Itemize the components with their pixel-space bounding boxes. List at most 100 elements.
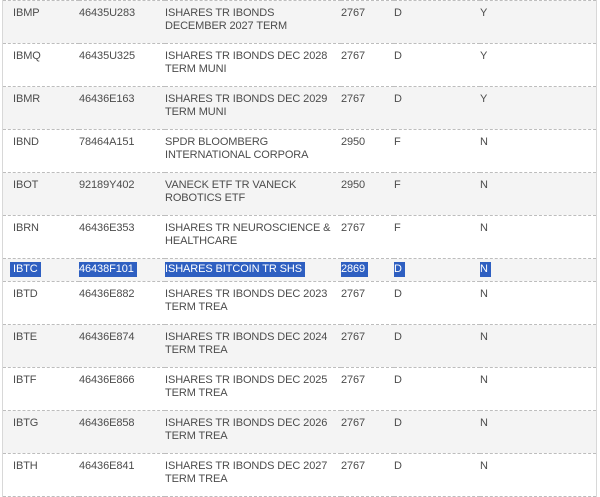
cusip-text: 46436E882 [79, 288, 135, 300]
table-row[interactable]: IBTD 46436E882 ISHARES TR IBONDS DEC 202… [3, 281, 596, 325]
flag-cell: Y [480, 43, 596, 87]
ticker-text: IBRN [13, 222, 39, 234]
ticker-text: IBTD [13, 288, 38, 300]
security-name-line: TERM TREA [165, 473, 228, 485]
flag-cell: Y [480, 86, 596, 130]
code-cell: 2767 [341, 281, 394, 325]
code-text: 2767 [341, 50, 366, 62]
ticker-cell: IBTH [3, 453, 79, 497]
flag-text: N [480, 417, 488, 429]
flag-cell: N [480, 410, 596, 454]
type-text: D [394, 50, 402, 62]
security-name-line: ISHARES TR IBONDS DEC 2023 [165, 288, 328, 300]
cusip-cell: 46435U325 [79, 43, 165, 87]
ticker-cell: IBTF [3, 367, 79, 411]
securities-table-body: IBMP 46435U283 ISHARES TR IBONDS DECEMBER… [3, 0, 596, 497]
table-row[interactable]: IBTF 46436E866 ISHARES TR IBONDS DEC 202… [3, 367, 596, 411]
security-name-line: TERM MUNI [165, 63, 227, 75]
type-text: F [394, 222, 401, 234]
table-row[interactable]: IBTH 46436E841 ISHARES TR IBONDS DEC 202… [3, 453, 596, 497]
flag-cell: N [480, 281, 596, 325]
type-cell: D [394, 43, 480, 87]
code-text: 2767 [341, 222, 366, 234]
code-cell: 2767 [341, 453, 394, 497]
security-name-line: TERM TREA [165, 430, 228, 442]
security-name-line: TERM TREA [165, 344, 228, 356]
table-row[interactable]: IBTE 46436E874 ISHARES TR IBONDS DEC 202… [3, 324, 596, 368]
cusip-cell: 46436E163 [79, 86, 165, 130]
ticker-cell: IBTC [3, 258, 79, 282]
security-name-line: VANECK ETF TR VANECK [165, 179, 297, 191]
code-text: 2767 [341, 288, 366, 300]
cusip-text: 46436E866 [79, 374, 135, 386]
ticker-text: IBND [13, 136, 39, 148]
code-text: 2767 [341, 374, 366, 386]
cusip-text: 46435U325 [79, 50, 135, 62]
cusip-text: 46438F101 [79, 262, 137, 277]
table-row[interactable]: IBND 78464A151 SPDR BLOOMBERG INTERNATION… [3, 129, 596, 173]
code-text: 2950 [341, 136, 366, 148]
security-name-line: TERM TREA [165, 387, 228, 399]
table-row[interactable]: IBRN 46436E353 ISHARES TR NEUROSCIENCE &… [3, 215, 596, 259]
cusip-cell: 46436E882 [79, 281, 165, 325]
cusip-cell: 46435U283 [79, 0, 165, 44]
ticker-text: IBMP [13, 7, 40, 19]
table-row[interactable]: IBMR 46436E163 ISHARES TR IBONDS DEC 202… [3, 86, 596, 130]
code-text: 2767 [341, 7, 366, 19]
type-text: D [394, 417, 402, 429]
security-name-line: ISHARES TR NEUROSCIENCE & [165, 222, 331, 234]
ticker-text: IBOT [13, 179, 39, 191]
flag-text: N [480, 136, 488, 148]
ticker-cell: IBOT [3, 172, 79, 216]
security-name-line: ISHARES TR IBONDS DEC 2026 [165, 417, 328, 429]
table-row[interactable]: IBTG 46436E858 ISHARES TR IBONDS DEC 202… [3, 410, 596, 454]
security-name-line: INTERNATIONAL CORPORA [165, 149, 309, 161]
flag-text: Y [480, 7, 488, 19]
table-row[interactable]: IBMQ 46435U325 ISHARES TR IBONDS DEC 202… [3, 43, 596, 87]
code-cell: 2767 [341, 367, 394, 411]
type-cell: D [394, 324, 480, 368]
security-name-line: HEALTHCARE [165, 235, 238, 247]
table-row[interactable]: IBTC 46438F101 ISHARES BITCOIN TR SHS 28… [3, 258, 596, 282]
cusip-cell: 46436E866 [79, 367, 165, 411]
securities-table: IBMP 46435U283 ISHARES TR IBONDS DECEMBER… [3, 0, 596, 497]
flag-cell: N [480, 172, 596, 216]
type-cell: F [394, 172, 480, 216]
security-name-line: ISHARES TR IBONDS [165, 7, 275, 19]
code-cell: 2767 [341, 86, 394, 130]
code-cell: 2869 [341, 258, 394, 282]
cusip-cell: 92189Y402 [79, 172, 165, 216]
name-cell: VANECK ETF TR VANECK ROBOTICS ETF [165, 172, 341, 216]
ticker-cell: IBMR [3, 86, 79, 130]
security-name-line: ISHARES TR IBONDS DEC 2024 [165, 331, 328, 343]
ticker-text: IBTG [13, 417, 39, 429]
type-cell: D [394, 0, 480, 44]
security-name-line: SPDR BLOOMBERG [165, 136, 269, 148]
type-text: D [394, 93, 402, 105]
flag-cell: Y [480, 0, 596, 44]
cusip-cell: 46436E841 [79, 453, 165, 497]
type-cell: F [394, 129, 480, 173]
cusip-cell: 46436E858 [79, 410, 165, 454]
table-row[interactable]: IBMP 46435U283 ISHARES TR IBONDS DECEMBER… [3, 0, 596, 44]
name-cell: ISHARES TR NEUROSCIENCE & HEALTHCARE [165, 215, 341, 259]
name-cell: ISHARES TR IBONDS DECEMBER 2027 TERM [165, 0, 341, 44]
code-text: 2950 [341, 179, 366, 191]
security-name-line: ROBOTICS ETF [165, 192, 246, 204]
code-text: 2767 [341, 460, 366, 472]
type-text: D [394, 331, 402, 343]
flag-cell: N [480, 324, 596, 368]
table-row[interactable]: IBOT 92189Y402 VANECK ETF TR VANECK ROBOT… [3, 172, 596, 216]
flag-text: N [480, 374, 488, 386]
flag-text: N [480, 288, 488, 300]
name-cell: ISHARES TR IBONDS DEC 2025 TERM TREA [165, 367, 341, 411]
code-text: 2767 [341, 331, 366, 343]
ticker-text: IBMQ [13, 50, 41, 62]
name-cell: ISHARES TR IBONDS DEC 2026 TERM TREA [165, 410, 341, 454]
ticker-cell: IBRN [3, 215, 79, 259]
flag-cell: N [480, 129, 596, 173]
cusip-text: 46436E163 [79, 93, 135, 105]
ticker-cell: IBND [3, 129, 79, 173]
security-name-line: ISHARES TR IBONDS DEC 2027 [165, 460, 328, 472]
